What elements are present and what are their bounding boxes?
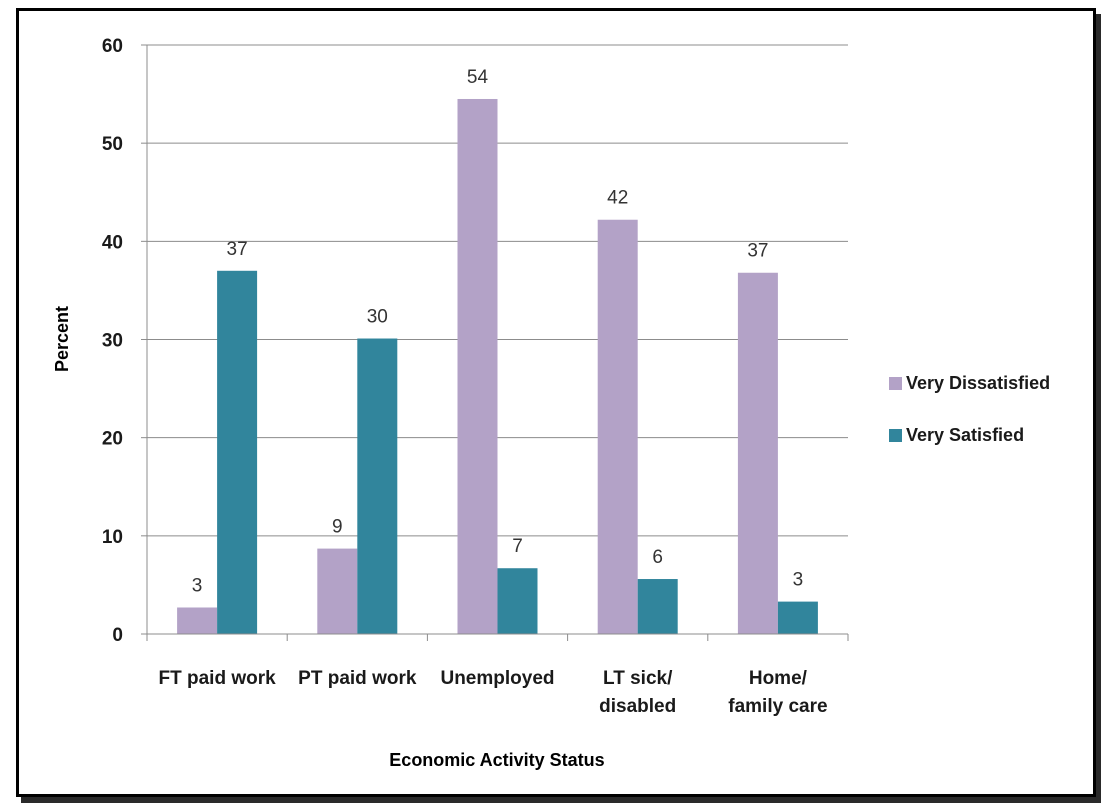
- x-tick-label: Home/: [749, 668, 808, 689]
- data-label: 3: [793, 570, 804, 591]
- y-tick-label: 0: [112, 625, 123, 646]
- x-tick-label: FT paid work: [159, 668, 277, 689]
- x-tick-label: LT sick/: [603, 668, 673, 689]
- y-tick-label: 50: [102, 134, 123, 155]
- tick-labels: 0 10 20 30 40 50 60 FT paid work PT paid work Une…: [102, 36, 828, 717]
- bar: [637, 579, 678, 634]
- bar: [457, 98, 498, 634]
- legend-label: Very Satisfied: [906, 425, 1024, 445]
- legend-swatch: [889, 429, 902, 442]
- y-tick-label: 20: [102, 429, 123, 450]
- data-labels: 3 37 9 30 54 7 42 6 37 3: [192, 67, 803, 597]
- bar: [777, 601, 818, 634]
- x-tick-label: PT paid work: [298, 668, 417, 689]
- data-label: 37: [227, 239, 248, 260]
- data-label: 6: [652, 547, 663, 568]
- x-axis-title: Economic Activity Status: [389, 750, 604, 770]
- x-tick-label: Unemployed: [440, 668, 554, 689]
- data-label: 54: [467, 67, 489, 88]
- bar: [217, 270, 258, 634]
- bar: [357, 338, 398, 634]
- data-label: 3: [192, 575, 203, 596]
- bar: [317, 548, 358, 634]
- data-label: 37: [747, 241, 768, 262]
- y-tick-label: 40: [102, 232, 123, 253]
- axes: [141, 44, 849, 641]
- data-label: 9: [332, 517, 343, 538]
- y-tick-label: 10: [102, 527, 123, 548]
- bar: [177, 607, 218, 634]
- y-tick-label: 30: [102, 331, 123, 352]
- y-axis-title: Percent: [52, 306, 72, 372]
- bar: [597, 219, 638, 634]
- chart-frame: [16, 8, 1096, 797]
- bars: [177, 98, 818, 634]
- legend: Very Dissatisfied Very Satisfied: [889, 373, 1050, 445]
- bar: [737, 272, 778, 634]
- data-label: 7: [512, 536, 523, 557]
- data-label: 30: [367, 307, 388, 328]
- x-tick-label: disabled: [599, 696, 676, 717]
- data-label: 42: [607, 188, 628, 209]
- legend-label: Very Dissatisfied: [906, 373, 1050, 393]
- legend-swatch: [889, 377, 902, 390]
- y-tick-label: 60: [102, 36, 123, 57]
- x-tick-label: family care: [728, 696, 827, 717]
- bar: [497, 568, 538, 634]
